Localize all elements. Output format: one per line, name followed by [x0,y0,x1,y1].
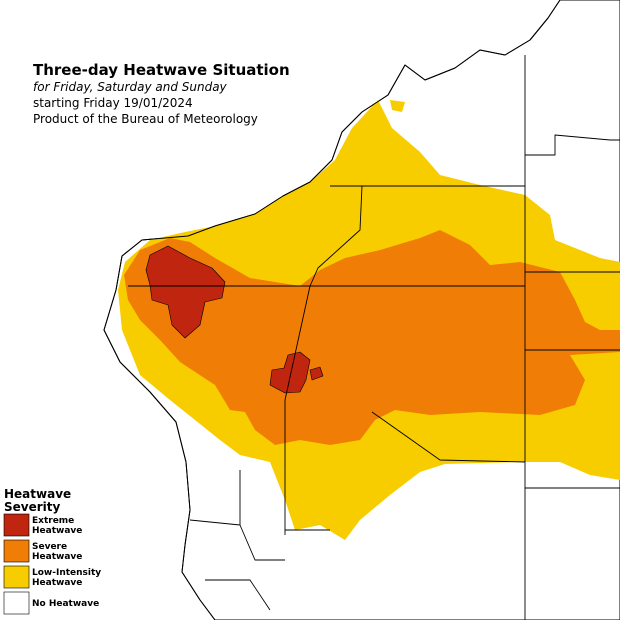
low-intensity-area [390,100,405,112]
severe-area [124,230,620,445]
legend-title: Heatwave [4,487,71,501]
extreme-area [309,366,324,381]
map-title: Three-day Heatwave Situation [33,61,290,79]
legend-label: Severe [32,542,67,552]
legend-label: Extreme [32,516,74,526]
legend-swatch [3,513,30,537]
legend-label: Heatwave [32,578,82,588]
legend-swatch [3,591,30,615]
legend-title: Severity [4,500,61,514]
legend-label: No Heatwave [32,599,99,609]
source: Product of the Bureau of Meteorology [33,112,258,126]
map-subtitle: for Friday, Saturday and Sunday [33,80,228,94]
extreme-area [269,351,311,394]
legend-label: Heatwave [32,526,82,536]
district-boundaries [128,55,620,620]
coastline [103,0,561,620]
extreme-area [145,245,226,339]
legend: HeatwaveSeverityExtremeHeatwaveSevereHea… [3,487,101,615]
legend-swatch [3,539,30,563]
legend-label: Low-Intensity [32,568,101,578]
legend-label: Heatwave [32,552,82,562]
map [103,0,620,620]
start-date: starting Friday 19/01/2024 [33,96,193,110]
legend-swatch [3,565,30,589]
